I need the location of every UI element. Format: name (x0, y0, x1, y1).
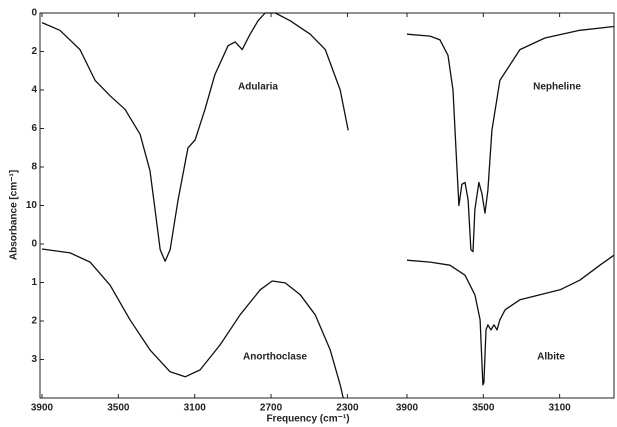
y-axis-title: Absorbance [cm⁻¹] (9, 170, 20, 260)
curve (41, 248, 344, 399)
y-tick-label: 0 (31, 8, 37, 19)
plot-frame (39, 12, 615, 399)
y-tick-label: 3 (31, 354, 37, 365)
curve (406, 25, 615, 253)
series-label: Albite (537, 352, 565, 363)
curve (41, 12, 349, 262)
x-tick-label: 3900 (396, 403, 419, 414)
series-label: Anorthoclase (243, 352, 307, 363)
x-tick-label: 3500 (472, 403, 495, 414)
y-tick-label: 2 (31, 46, 37, 57)
y-tick-label: 10 (26, 200, 38, 211)
x-tick-label: 2300 (336, 403, 359, 414)
y-tick-label: 2 (31, 316, 37, 327)
curve (406, 254, 615, 386)
y-tick-label: 0 (31, 239, 37, 250)
x-tick-label: 3100 (549, 403, 572, 414)
series-label: Nepheline (533, 82, 581, 93)
y-tick-label: 1 (31, 277, 37, 288)
y-tick-label: 8 (31, 162, 37, 173)
x-tick-label: 3500 (107, 403, 130, 414)
x-tick-label: 3900 (31, 403, 54, 414)
y-tick-label: 6 (31, 123, 37, 134)
y-tick-label: 4 (31, 85, 37, 96)
x-axis-title: Frequency (cm⁻¹) (266, 414, 349, 425)
x-tick-label: 2700 (260, 403, 283, 414)
series-label: Adularia (238, 82, 278, 93)
x-tick-label: 3100 (184, 403, 207, 414)
